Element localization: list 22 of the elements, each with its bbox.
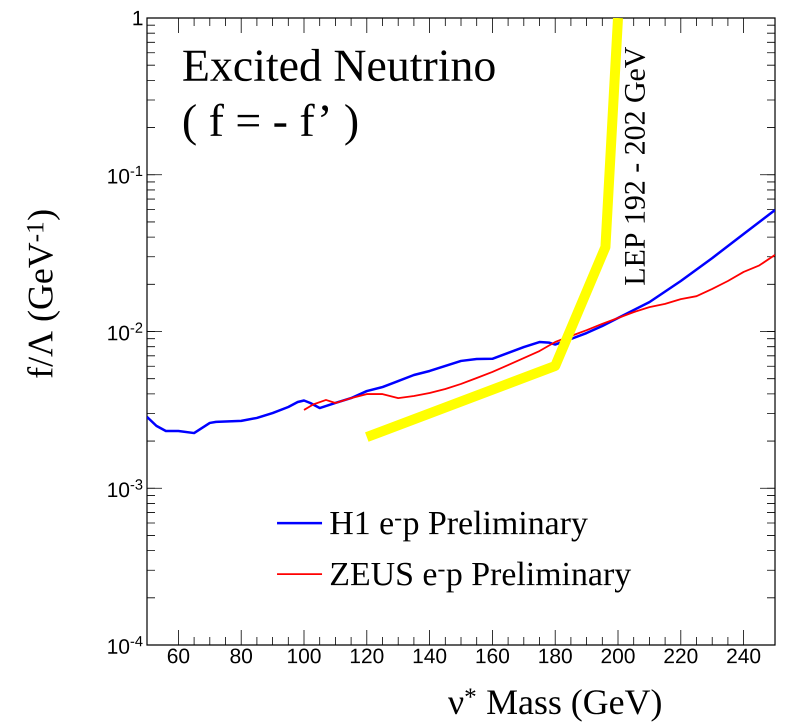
x-tick-label: 200: [602, 648, 635, 664]
x-tick-label: 220: [664, 648, 698, 664]
y-tick-label: 10$^{-2}$: [108, 322, 142, 340]
annotation: LEP 192 - 202 GeV: [624, 46, 646, 285]
x-tick-label: 160: [476, 648, 510, 664]
x-tick-label: 60: [168, 648, 190, 664]
legend-label: H1 e$^{-}$p Preliminary: [330, 510, 588, 542]
legend-label: ZEUS e$^{-}$p Preliminary: [330, 562, 632, 592]
x-tick-label: 180: [539, 648, 572, 664]
y-tick-label: 10$^{-4}$: [108, 636, 143, 654]
text: Excited Neutrino: [183, 48, 495, 82]
x-tick-label: 100: [288, 648, 321, 664]
y-tick-label: 1: [133, 10, 142, 26]
y-tick-label: 10$^{-1}$: [108, 166, 142, 184]
x-axis-title: ν$^{*}$ Mass (GeV): [448, 688, 661, 722]
x-tick-label: 80: [230, 648, 252, 664]
x-tick-label: 240: [727, 648, 760, 664]
y-axis-title: f/Λ (GeV$^{-1}$): [26, 210, 60, 378]
x-tick-label: 120: [350, 648, 384, 664]
x-tick-label: 140: [414, 648, 446, 664]
text: ( f = - f’ ): [184, 104, 358, 146]
y-tick-label: 10$^{-3}$: [108, 479, 142, 498]
